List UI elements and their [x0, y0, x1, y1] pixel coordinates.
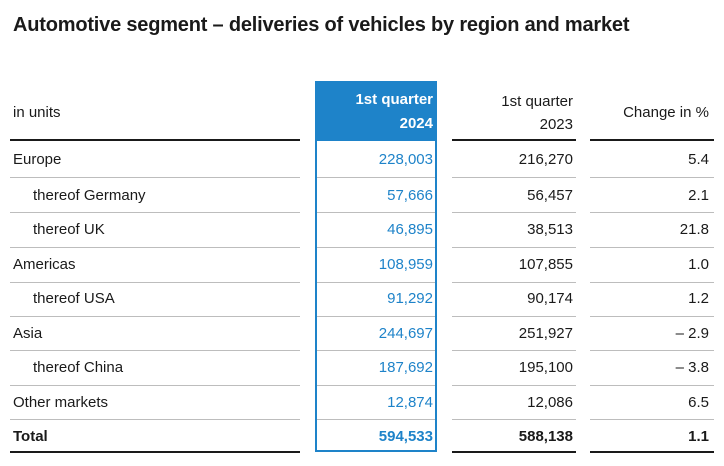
row-label: thereof USA: [33, 290, 115, 307]
table-bottom-rule: [590, 451, 714, 453]
row-value-2024: 12,874: [387, 394, 433, 411]
row-value-2024: 228,003: [378, 151, 433, 168]
header-rule: [10, 139, 300, 141]
row-label: Americas: [13, 256, 76, 273]
row-rule: [317, 385, 435, 386]
row-value-2024: 187,692: [378, 359, 433, 376]
row-rule: [452, 350, 576, 351]
row-rule: [452, 177, 576, 178]
page-title: Automotive segment – deliveries of vehic…: [13, 14, 630, 36]
row-rule: [590, 247, 714, 248]
row-value-2023: 216,270: [518, 151, 573, 168]
header-rule: [590, 139, 714, 141]
row-rule: [317, 247, 435, 248]
row-value-2023: 56,457: [527, 187, 573, 204]
row-rule: [590, 282, 714, 283]
row-change: 2.1: [688, 187, 709, 204]
row-change: 5.4: [688, 151, 709, 168]
header-rule-highlight: [315, 139, 437, 141]
row-rule: [452, 282, 576, 283]
row-change: 1.2: [688, 290, 709, 307]
col-change-header: Change in %: [623, 104, 709, 121]
row-rule: [452, 419, 576, 420]
row-rule: [317, 177, 435, 178]
row-rule: [452, 212, 576, 213]
row-rule: [10, 385, 300, 386]
row-change: 6.5: [688, 394, 709, 411]
row-rule: [10, 212, 300, 213]
total-value-2024: 594,533: [378, 428, 433, 445]
row-label: thereof China: [33, 359, 124, 376]
total-label: Total: [13, 428, 48, 445]
row-rule: [317, 419, 435, 420]
row-rule: [590, 212, 714, 213]
row-label: Asia: [13, 325, 43, 342]
row-value-2023: 90,174: [527, 290, 573, 307]
row-rule: [10, 177, 300, 178]
row-rule: [10, 282, 300, 283]
row-value-2024: 57,666: [387, 187, 433, 204]
row-rule: [317, 212, 435, 213]
total-change: 1.1: [688, 428, 709, 445]
row-value-2024: 91,292: [387, 290, 433, 307]
row-rule: [317, 282, 435, 283]
row-label: thereof UK: [33, 221, 105, 238]
highlight-column: [315, 81, 437, 452]
row-rule: [317, 316, 435, 317]
row-rule: [317, 350, 435, 351]
table-bottom-rule: [10, 451, 300, 453]
row-rule: [452, 247, 576, 248]
row-value-2023: 251,927: [518, 325, 573, 342]
col-q1-2024-header-line2: 2024: [399, 115, 433, 132]
row-value-2023: 107,855: [518, 256, 573, 273]
row-rule: [590, 177, 714, 178]
row-rule: [590, 419, 714, 420]
row-change: 21.8: [679, 221, 709, 238]
row-value-2023: 195,100: [518, 359, 573, 376]
row-rule: [590, 316, 714, 317]
col-q1-2024-header-line1: 1st quarter: [355, 91, 433, 108]
col-q1-2023-header-line1: 1st quarter: [501, 93, 573, 110]
row-rule: [452, 385, 576, 386]
row-change: – 2.9: [675, 325, 709, 342]
header-rule: [452, 139, 576, 141]
row-value-2024: 244,697: [378, 325, 433, 342]
row-rule: [10, 419, 300, 420]
row-change: – 3.8: [675, 359, 709, 376]
row-label: Other markets: [13, 394, 109, 411]
row-rule: [10, 316, 300, 317]
total-value-2023: 588,138: [518, 428, 573, 445]
row-value-2023: 38,513: [527, 221, 573, 238]
row-rule: [590, 350, 714, 351]
row-value-2024: 46,895: [387, 221, 433, 238]
col-q1-2023-header-line2: 2023: [539, 116, 573, 133]
row-label: Europe: [13, 151, 62, 168]
table-bottom-rule-highlight: [315, 450, 437, 452]
row-rule: [10, 247, 300, 248]
table-bottom-rule: [452, 451, 576, 453]
row-rule: [452, 316, 576, 317]
highlight-column-header: [315, 81, 437, 139]
row-change: 1.0: [688, 256, 709, 273]
row-rule: [590, 385, 714, 386]
row-value-2024: 108,959: [378, 256, 433, 273]
units-label: in units: [13, 104, 61, 121]
row-label: thereof Germany: [33, 187, 146, 204]
row-rule: [10, 350, 300, 351]
row-value-2023: 12,086: [527, 394, 573, 411]
